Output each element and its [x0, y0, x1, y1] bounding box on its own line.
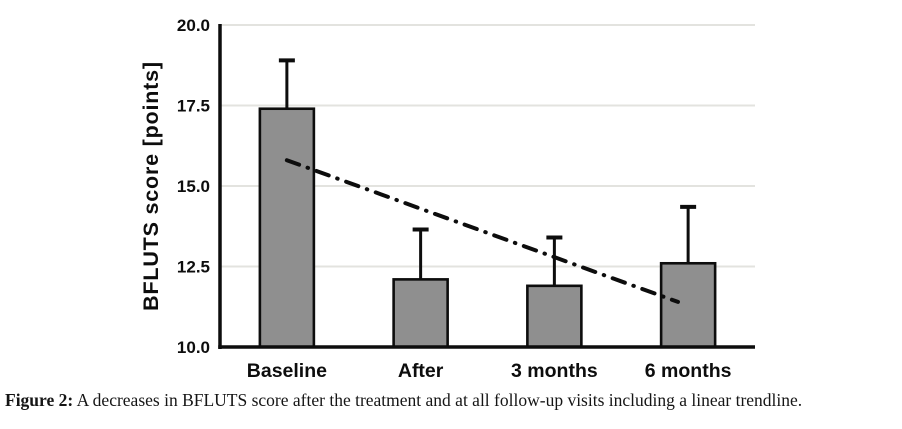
bar — [258, 107, 316, 349]
x-category-label: 3 months — [511, 360, 598, 382]
y-tick-label: 15.0 — [177, 177, 210, 196]
bar — [659, 261, 717, 349]
y-tick-label: 10.0 — [177, 338, 210, 357]
x-category-label: After — [398, 360, 444, 382]
y-axis-title: BFLUTS score [points] — [139, 61, 163, 311]
trendline — [284, 158, 680, 304]
y-tick-label: 17.5 — [177, 97, 210, 116]
figure-caption-text: A decreases in BFLUTS score after the tr… — [73, 390, 803, 410]
bar-chart-bfluts-score: 10.0 12.5 15.0 17.5 20.0 Baseline After 3 month… — [139, 16, 755, 382]
y-tick-label: 12.5 — [177, 258, 210, 277]
x-category-label: Baseline — [247, 360, 327, 382]
figure-caption-label: Figure 2: — [5, 390, 74, 410]
bar — [392, 278, 449, 349]
bar — [526, 284, 583, 349]
y-tick-label: 20.0 — [177, 16, 210, 35]
figure-caption: Figure 2: A decreases in BFLUTS score af… — [5, 389, 898, 413]
x-category-label: 6 months — [645, 360, 732, 382]
